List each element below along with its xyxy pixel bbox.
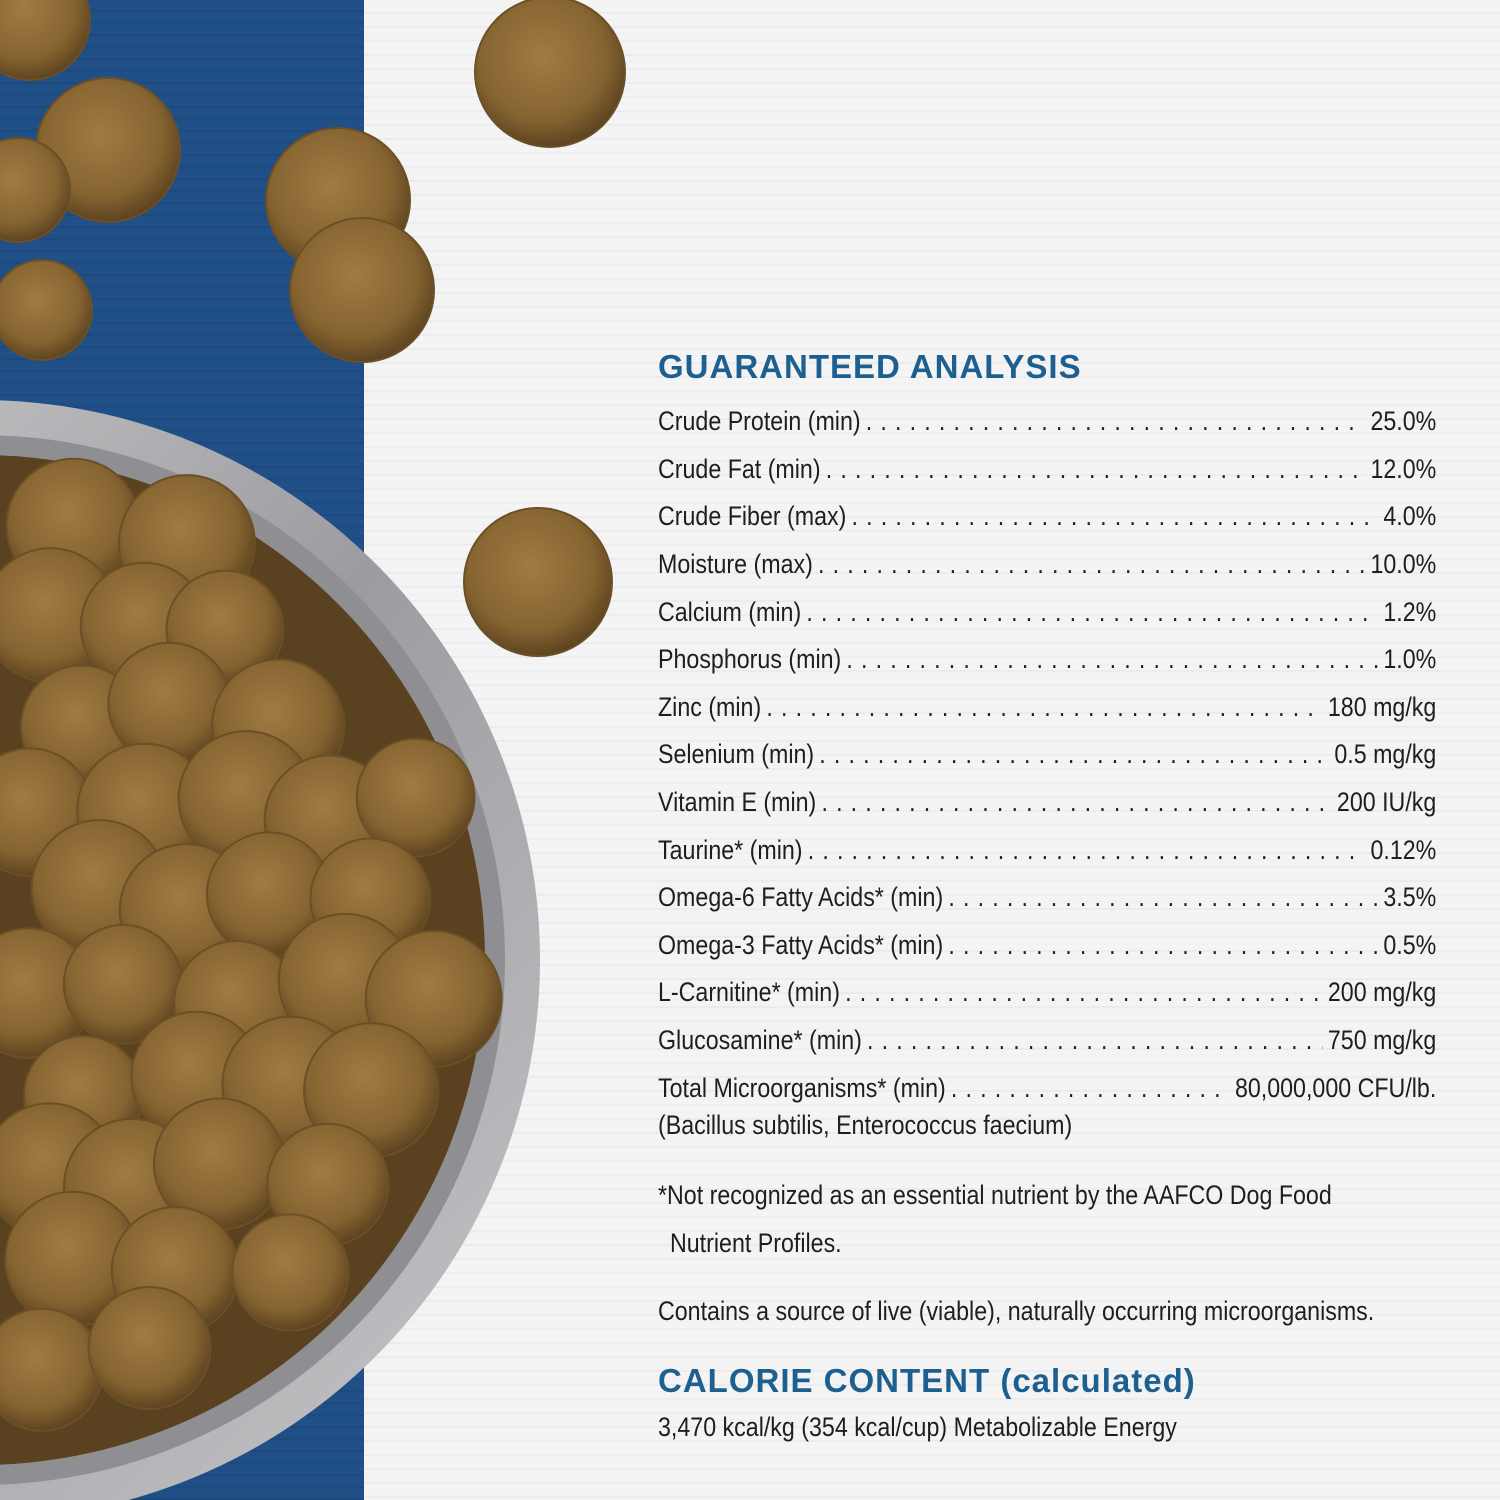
nutrient-label: Total Microorganisms* (min): [658, 1072, 946, 1103]
calorie-content-heading: CALORIE CONTENT (calculated): [658, 1362, 1196, 1399]
analysis-row: Total Microorganisms* (min) 80,000,000 CF…: [658, 1064, 1436, 1112]
analysis-table: Crude Protein (min) 25.0% Crude Fat (min) 1…: [658, 398, 1438, 1112]
nutrient-label: Glucosamine* (min): [658, 1025, 862, 1056]
analysis-row: Moisture (max) 10.0%: [658, 541, 1436, 589]
dot-leader: [948, 930, 1378, 961]
analysis-row: Omega-3 Fatty Acids* (min) 0.5%: [658, 922, 1436, 970]
analysis-row: Selenium (min) 0.5 mg/kg: [658, 731, 1436, 779]
analysis-row: Zinc (min) 180 mg/kg: [658, 684, 1436, 732]
kibble-piece: [231, 1213, 350, 1332]
nutrient-value: 80,000,000 CFU/lb.: [1234, 1072, 1437, 1103]
dot-leader: [819, 739, 1329, 770]
dot-leader: [806, 597, 1378, 628]
dot-leader: [808, 835, 1366, 866]
dot-leader: [766, 692, 1322, 723]
analysis-row: Taurine* (min) 0.12%: [658, 826, 1436, 874]
nutrient-value: 0.5%: [1383, 929, 1437, 960]
guaranteed-analysis-heading: GUARANTEED ANALYSIS: [658, 348, 1082, 385]
nutrient-value: 0.12%: [1370, 834, 1437, 865]
nutrient-label: Crude Fiber (max): [658, 501, 847, 532]
kibble-piece: [463, 507, 613, 657]
dot-leader: [866, 406, 1366, 437]
analysis-row: Vitamin E (min) 200 IU/kg: [658, 779, 1436, 827]
kibble-piece: [87, 1286, 212, 1410]
nutrient-value: 12.0%: [1370, 453, 1437, 484]
kibble-piece: [0, 137, 71, 243]
kibble-piece: [0, 0, 91, 81]
nutrient-value: 200 IU/kg: [1336, 787, 1437, 818]
dot-leader: [821, 787, 1331, 818]
nutrient-value: 750 mg/kg: [1327, 1025, 1437, 1056]
kibble-pieces: [0, 0, 626, 1432]
nutrient-value: 180 mg/kg: [1327, 691, 1437, 722]
nutrient-label: Zinc (min): [658, 691, 762, 722]
nutrient-value: 10.0%: [1370, 549, 1437, 580]
analysis-row: Calcium (min) 1.2%: [658, 588, 1436, 636]
analysis-row: L-Carnitine* (min) 200 mg/kg: [658, 969, 1436, 1017]
nutrient-value: 4.0%: [1383, 501, 1437, 532]
nutrient-label: Crude Protein (min): [658, 406, 861, 437]
analysis-row: Crude Protein (min) 25.0%: [658, 398, 1436, 446]
footnote-line-1: *Not recognized as an essential nutrient…: [658, 1180, 1332, 1210]
nutrient-label: Taurine* (min): [658, 834, 803, 865]
organisms-note: (Bacillus subtilis, Enterococcus faecium…: [658, 1110, 1073, 1140]
dot-leader: [826, 454, 1366, 485]
analysis-row: Omega-6 Fatty Acids* (min) 3.5%: [658, 874, 1436, 922]
analysis-row: Crude Fat (min) 12.0%: [658, 446, 1436, 494]
nutrient-value: 0.5 mg/kg: [1334, 739, 1437, 770]
nutrient-label: Moisture (max): [658, 549, 813, 580]
nutrient-label: Phosphorus (min): [658, 644, 842, 675]
dot-leader: [845, 977, 1323, 1008]
nutrient-label: Calcium (min): [658, 596, 802, 627]
kibble-piece: [474, 0, 626, 148]
live-microorganisms-note: Contains a source of live (viable), natu…: [658, 1296, 1375, 1326]
nutrient-value: 25.0%: [1370, 406, 1437, 437]
kibble-piece: [289, 217, 435, 363]
nutrient-label: Selenium (min): [658, 739, 815, 770]
dot-leader: [852, 501, 1379, 532]
analysis-row: Glucosamine* (min) 750 mg/kg: [658, 1017, 1436, 1065]
analysis-row: Crude Fiber (max) 4.0%: [658, 493, 1436, 541]
analysis-row: Phosphorus (min) 1.0%: [658, 636, 1436, 684]
kibble-piece: [355, 737, 476, 858]
nutrient-label: L-Carnitine* (min): [658, 977, 840, 1008]
dot-leader: [818, 549, 1365, 580]
dot-leader: [951, 1073, 1230, 1104]
kibble-piece: [0, 259, 93, 361]
dot-leader: [867, 1025, 1323, 1056]
nutrient-value: 1.0%: [1383, 644, 1437, 675]
calorie-content-value: 3,470 kcal/kg (354 kcal/cup) Metabolizab…: [658, 1412, 1177, 1442]
nutrient-value: 1.2%: [1383, 596, 1437, 627]
nutrient-label: Vitamin E (min): [658, 787, 817, 818]
footnote-line-2: Nutrient Profiles.: [670, 1228, 842, 1258]
nutrient-label: Omega-6 Fatty Acids* (min): [658, 882, 944, 913]
nutrient-label: Omega-3 Fatty Acids* (min): [658, 929, 944, 960]
nutrient-value: 200 mg/kg: [1327, 977, 1437, 1008]
nutrient-label: Crude Fat (min): [658, 453, 821, 484]
nutrient-value: 3.5%: [1383, 882, 1437, 913]
dot-leader: [846, 644, 1378, 675]
dot-leader: [948, 882, 1378, 913]
